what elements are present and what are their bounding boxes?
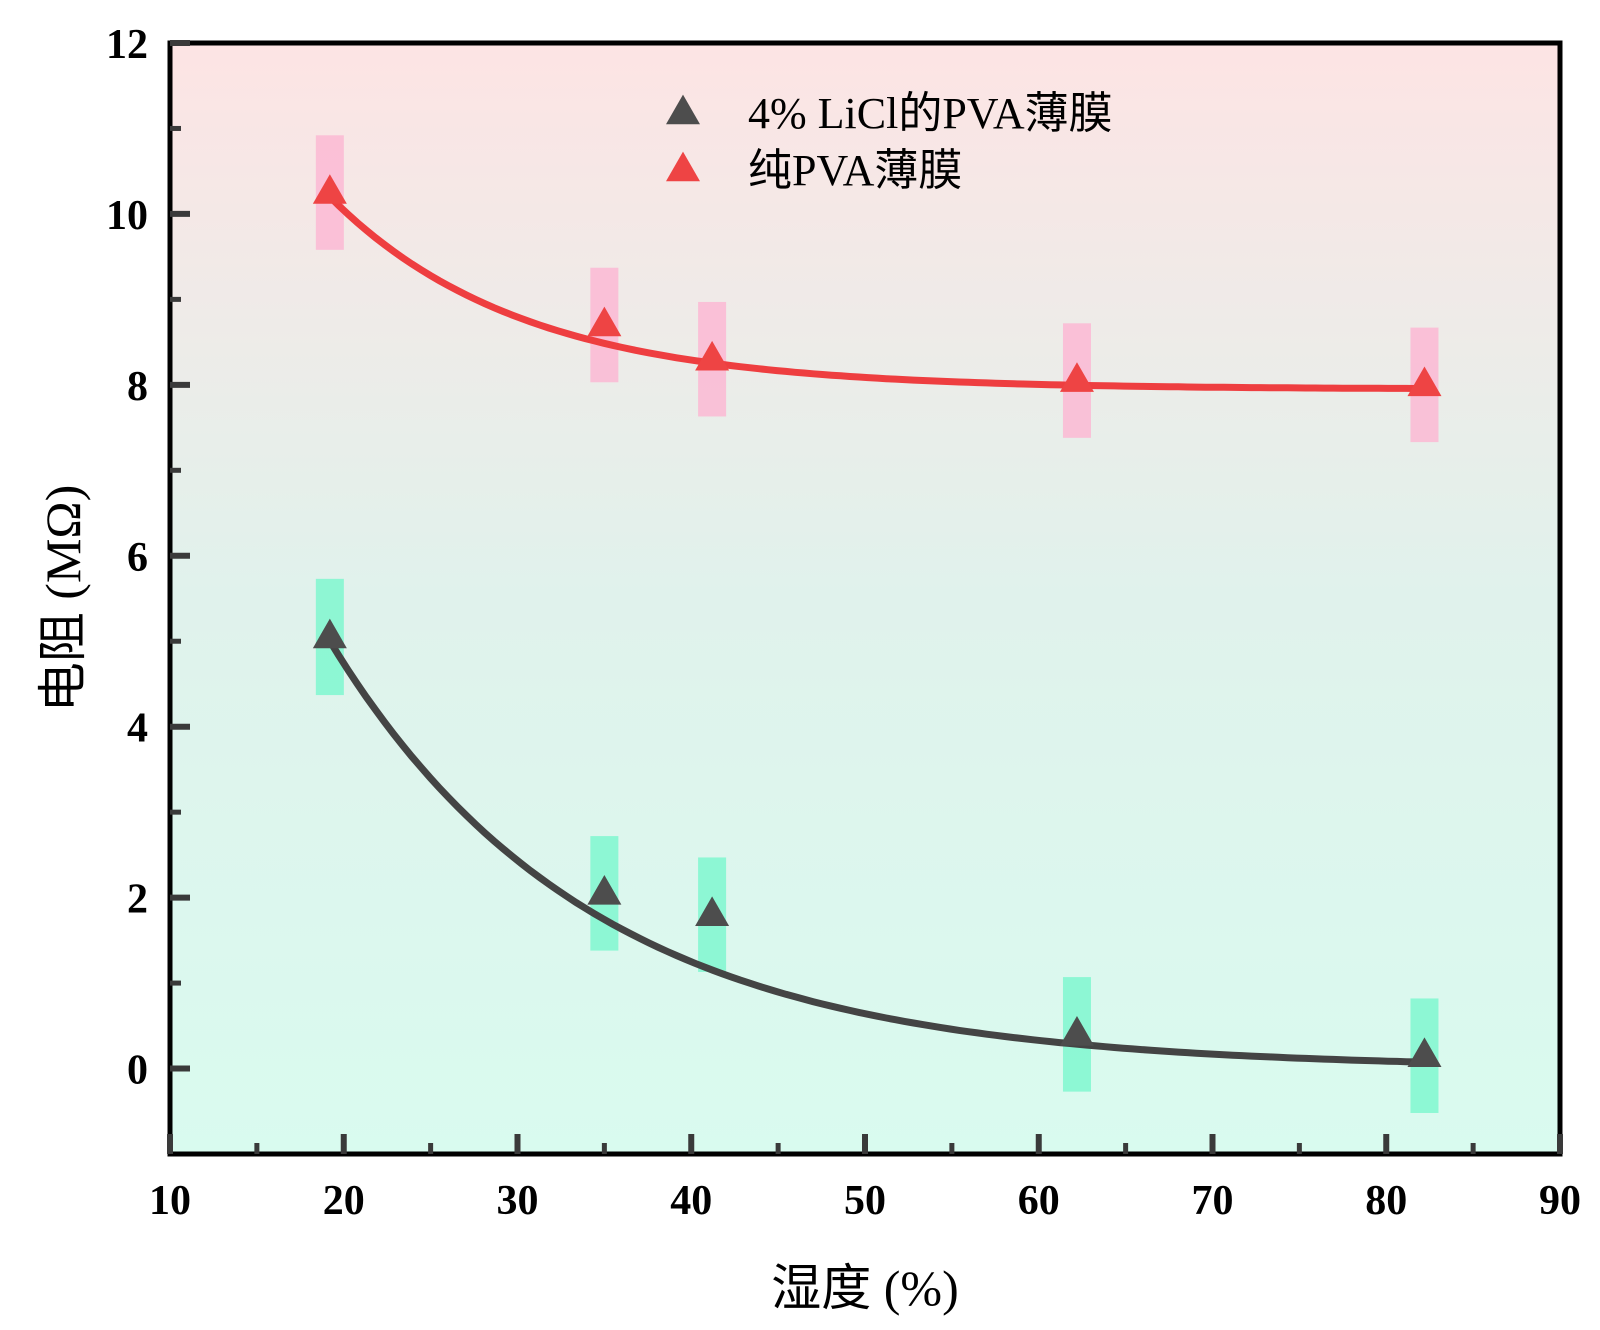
x-tick-label: 90: [1539, 1178, 1581, 1224]
data-point: [587, 306, 622, 337]
data-point: [1407, 366, 1442, 397]
y-tick-label: 10: [106, 193, 148, 239]
data-point: [1059, 362, 1094, 392]
data-point: [312, 618, 347, 649]
y-tick-label: 0: [127, 1048, 148, 1094]
y-axis-title: 电阻 (MΩ): [35, 485, 91, 712]
x-tick-label: 40: [670, 1178, 712, 1224]
x-tick-label: 20: [323, 1178, 365, 1224]
data-point: [587, 875, 622, 905]
axis-tick-labels: 10 20 30 40 50 60 70 80 90 0 2 4 6 8 10 12: [106, 22, 1581, 1224]
axis-ticks: [167, 40, 1563, 1154]
legend-label: 纯PVA薄膜: [748, 146, 962, 195]
y-tick-label: 6: [127, 535, 148, 581]
y-tick-label: 2: [127, 877, 148, 923]
plot-background: [170, 43, 1560, 1154]
data-point: [1059, 1016, 1094, 1046]
y-tick-label: 4: [127, 706, 148, 752]
x-axis-title: 湿度 (%): [771, 1260, 958, 1316]
y-tick-label: 8: [127, 364, 148, 410]
x-tick-label: 10: [149, 1178, 191, 1224]
legend-marker: [666, 94, 700, 125]
y-tick-label: 12: [106, 22, 148, 68]
fit-curve-series-1: [326, 193, 1428, 392]
data-point: [695, 896, 730, 926]
x-tick-label: 80: [1365, 1178, 1407, 1224]
x-tick-label: 30: [497, 1178, 539, 1224]
x-tick-label: 50: [844, 1178, 886, 1224]
data-markers: [312, 174, 1442, 1067]
x-tick-label: 70: [1192, 1178, 1234, 1224]
data-point: [312, 174, 347, 204]
fit-curves: [326, 193, 1428, 1066]
fit-curve-series-0: [326, 637, 1428, 1066]
data-point: [695, 340, 730, 371]
x-tick-label: 60: [1018, 1178, 1060, 1224]
legend-label: 4% LiCl的PVA薄膜: [748, 89, 1113, 138]
legend-marker: [666, 151, 700, 182]
data-point: [1407, 1037, 1442, 1067]
